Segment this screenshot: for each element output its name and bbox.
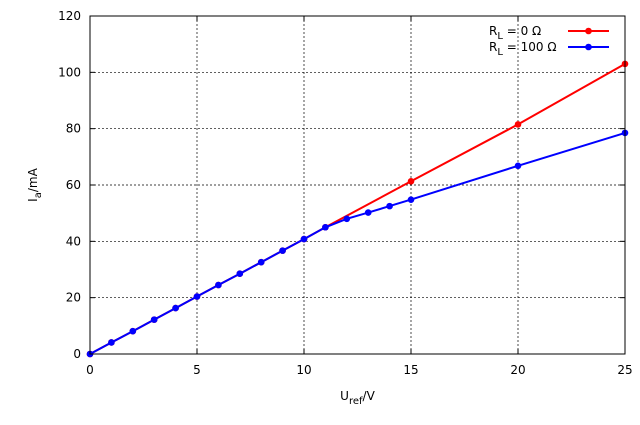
series-1	[86, 129, 629, 358]
data-point	[514, 162, 522, 170]
x-label-main: U	[340, 389, 349, 403]
legend-marker	[585, 27, 592, 35]
y-tick-label: 120	[58, 9, 81, 23]
x-tick-label: 0	[86, 363, 94, 377]
series-layer	[86, 60, 629, 358]
y-axis-label: Ia/mA	[26, 167, 44, 201]
legend-prefix: R	[489, 40, 497, 54]
data-point	[514, 121, 522, 128]
y-tick-label: 40	[66, 234, 81, 248]
legend-sub: L	[497, 31, 503, 42]
data-point	[150, 316, 158, 323]
data-point	[172, 304, 179, 312]
ticks: 0 5 10 15 20 25 0 20 40 60 80 100 120	[58, 9, 633, 377]
data-point	[300, 235, 308, 243]
data-point	[407, 196, 415, 203]
data-point	[407, 178, 415, 185]
x-label-sub: ref	[349, 396, 363, 407]
data-point	[108, 339, 115, 346]
x-tick-label: 10	[296, 363, 311, 377]
legend-value: = 100 Ω	[503, 40, 557, 54]
data-point	[364, 209, 372, 216]
data-point	[343, 215, 351, 223]
y-tick-label: 100	[58, 65, 81, 79]
y-tick-label: 60	[66, 178, 81, 192]
data-point	[386, 202, 393, 210]
legend-sub: L	[497, 47, 503, 58]
data-point	[322, 223, 329, 231]
data-point	[279, 247, 286, 254]
x-axis-label: Uref/V	[340, 389, 375, 407]
y-label-unit: /mA	[26, 167, 40, 192]
x-tick-label: 15	[403, 363, 418, 377]
x-label-unit: /V	[363, 389, 376, 403]
legend-value: = 0 Ω	[503, 24, 541, 38]
data-point	[236, 270, 244, 278]
plot-border	[89, 15, 626, 355]
data-point	[193, 293, 201, 300]
legend-label: RL = 100 Ω	[489, 40, 557, 58]
y-tick-label: 80	[66, 122, 81, 136]
x-tick-label: 20	[510, 363, 525, 377]
data-point	[215, 281, 222, 289]
data-point	[129, 327, 137, 335]
y-tick-label: 20	[66, 291, 81, 305]
grid	[90, 16, 625, 354]
y-tick-label: 0	[73, 347, 81, 361]
legend-marker	[585, 43, 592, 51]
legend-prefix: R	[489, 24, 497, 38]
y-label-sub: a	[33, 192, 44, 198]
x-tick-label: 5	[193, 363, 201, 377]
series-line	[89, 131, 626, 355]
x-tick-label: 25	[617, 363, 632, 377]
legend: RL = 0 ΩRL = 100 Ω	[489, 24, 609, 58]
data-point	[257, 258, 265, 266]
y-label-main: I	[26, 198, 40, 202]
legend-label: RL = 0 Ω	[489, 24, 541, 42]
